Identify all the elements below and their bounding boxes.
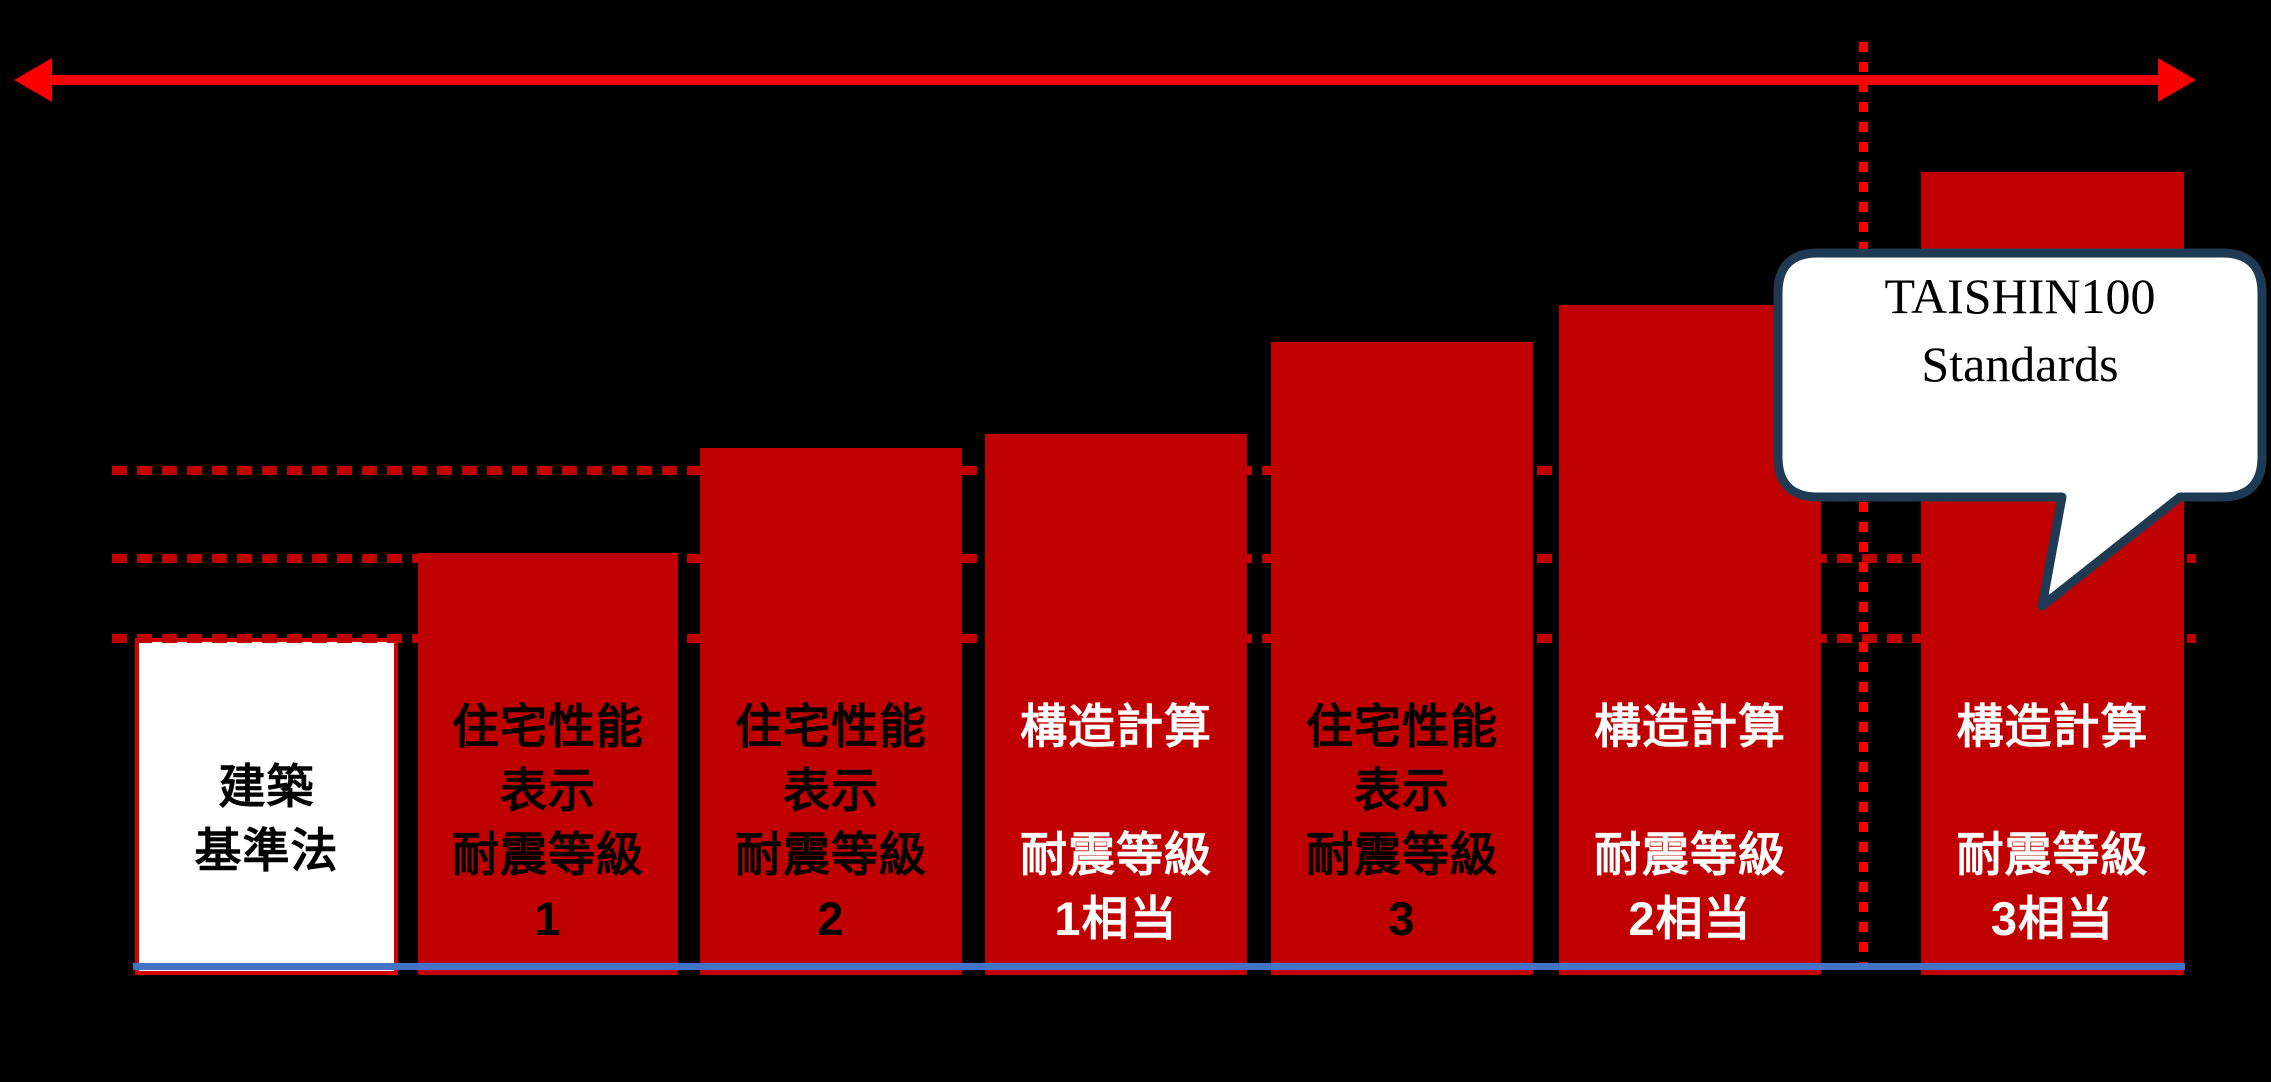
bar-column-hyoji-tokyu3: 住宅性能 表示 耐震等級 3 bbox=[1271, 342, 1533, 975]
speech-bubble-text: TAISHIN100 Standards bbox=[1884, 268, 2156, 392]
bar-column-kozokeisan-tokyu1: 構造計算 耐震等級 1相当 bbox=[985, 434, 1247, 975]
double-headed-arrow-icon bbox=[14, 58, 2196, 102]
bar-label: 住宅性能 表示 耐震等級 1 bbox=[452, 700, 644, 945]
bar-label: 住宅性能 表示 耐震等級 3 bbox=[1306, 700, 1498, 945]
axis-baseline bbox=[133, 963, 2185, 970]
bar-label: 構造計算 耐震等級 3相当 bbox=[1956, 700, 2149, 945]
bar-label: 住宅性能 表示 耐震等級 2 bbox=[735, 700, 927, 945]
bar-column-hyoji-tokyu1: 住宅性能 表示 耐震等級 1 bbox=[418, 553, 678, 975]
bar-label: 建築 基準法 bbox=[194, 760, 339, 877]
bar-column-hyoji-tokyu2: 住宅性能 表示 耐震等級 2 bbox=[700, 448, 962, 975]
bar-label: 構造計算 耐震等級 2相当 bbox=[1594, 700, 1786, 945]
taishin-dotted-divider-line bbox=[1859, 42, 1868, 966]
bar-column-kenchiku-kijunho: 建築 基準法 bbox=[135, 638, 398, 975]
bar-label: 構造計算 耐震等級 1相当 bbox=[1020, 700, 1212, 945]
